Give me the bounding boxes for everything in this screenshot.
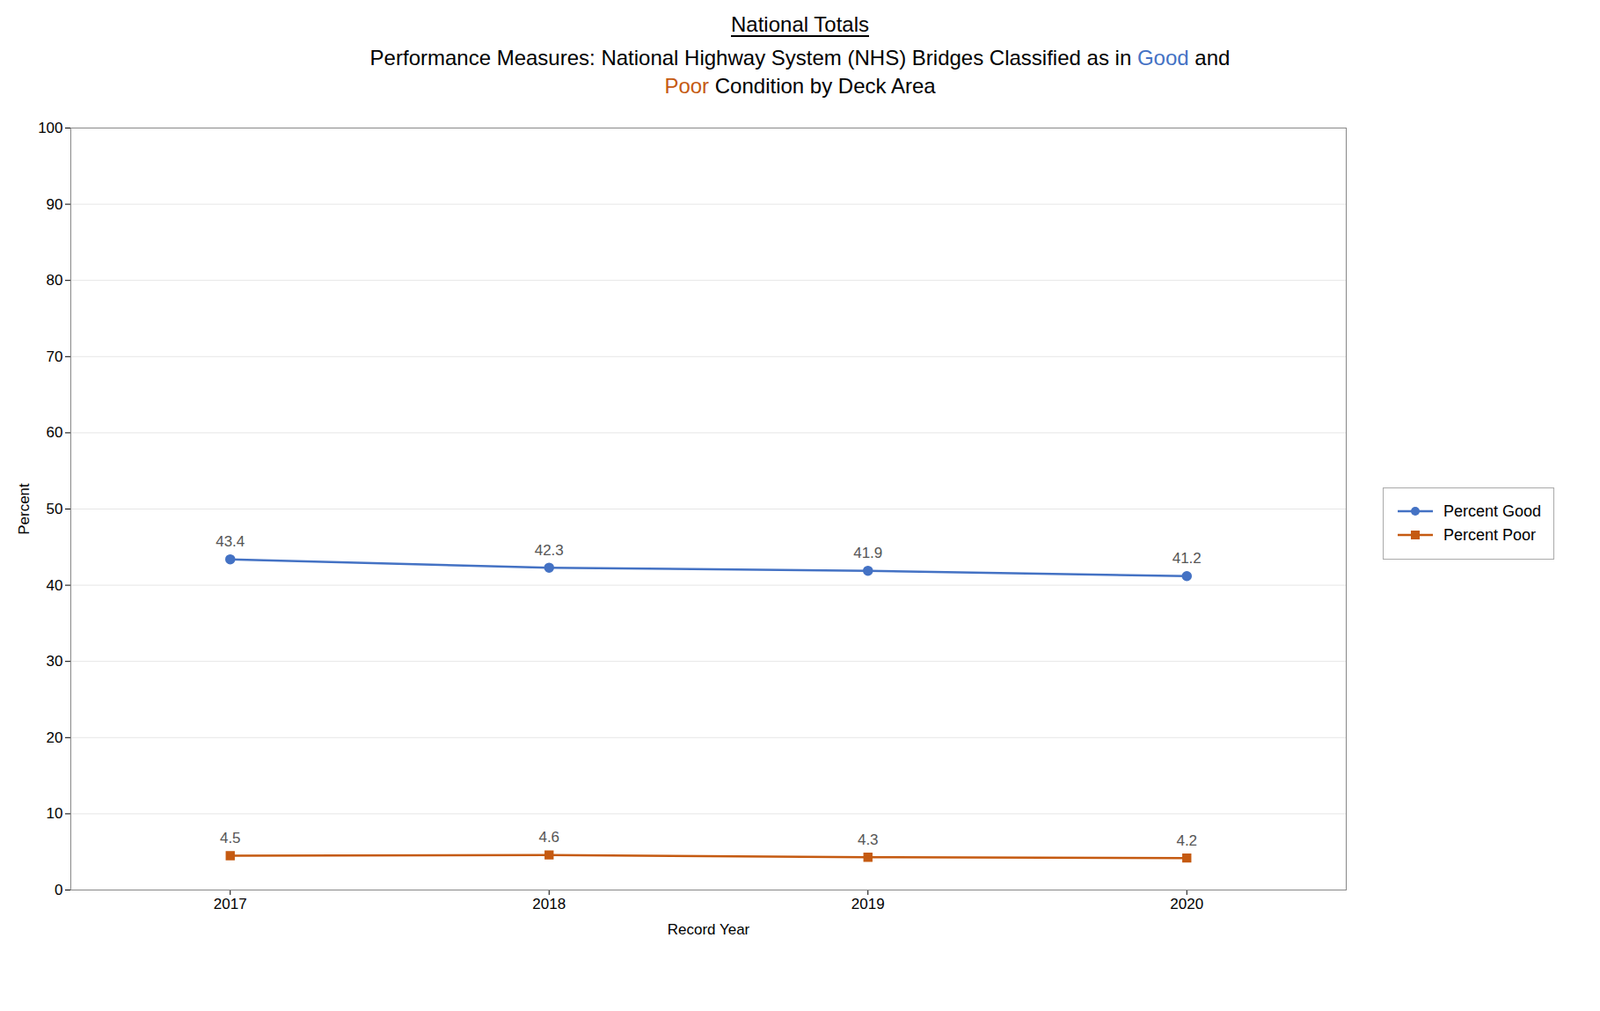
svg-text:40: 40 xyxy=(46,576,64,593)
svg-text:41.2: 41.2 xyxy=(1172,549,1202,567)
svg-text:Record Year: Record Year xyxy=(667,920,751,937)
svg-text:20: 20 xyxy=(46,729,64,746)
svg-text:2019: 2019 xyxy=(851,894,885,912)
svg-text:100: 100 xyxy=(37,119,63,137)
html-text:Poor Condition by Deck Area: Poor Condition by Deck Area xyxy=(664,74,936,98)
svg-text:90: 90 xyxy=(46,195,64,212)
svg-text:4.2: 4.2 xyxy=(1176,831,1198,848)
svg-text:43.4: 43.4 xyxy=(215,533,245,550)
svg-text:41.9: 41.9 xyxy=(853,544,883,562)
html-text:Percent Good: Percent Good xyxy=(1443,502,1542,520)
svg-text:4.3: 4.3 xyxy=(857,830,879,848)
svg-text:2020: 2020 xyxy=(1169,894,1204,912)
svg-text:80: 80 xyxy=(46,271,64,289)
html-text:Percent Poor: Percent Poor xyxy=(1443,525,1536,544)
svg-text:60: 60 xyxy=(46,423,64,441)
svg-text:30: 30 xyxy=(46,652,64,670)
svg-text:4.5: 4.5 xyxy=(219,829,242,847)
svg-text:2018: 2018 xyxy=(532,894,566,912)
svg-text:10: 10 xyxy=(46,804,64,822)
svg-text:2017: 2017 xyxy=(213,894,248,912)
svg-text:4.6: 4.6 xyxy=(538,828,560,846)
svg-text:70: 70 xyxy=(46,348,64,366)
svg-text:42.3: 42.3 xyxy=(534,540,564,558)
svg-text:50: 50 xyxy=(46,500,64,518)
html-text:Performance Measures: National: Performance Measures: National Highway S… xyxy=(369,45,1231,70)
svg-text:0: 0 xyxy=(54,881,63,899)
html-text:National Totals: National Totals xyxy=(730,12,870,37)
svg-text:Percent: Percent xyxy=(15,482,33,535)
